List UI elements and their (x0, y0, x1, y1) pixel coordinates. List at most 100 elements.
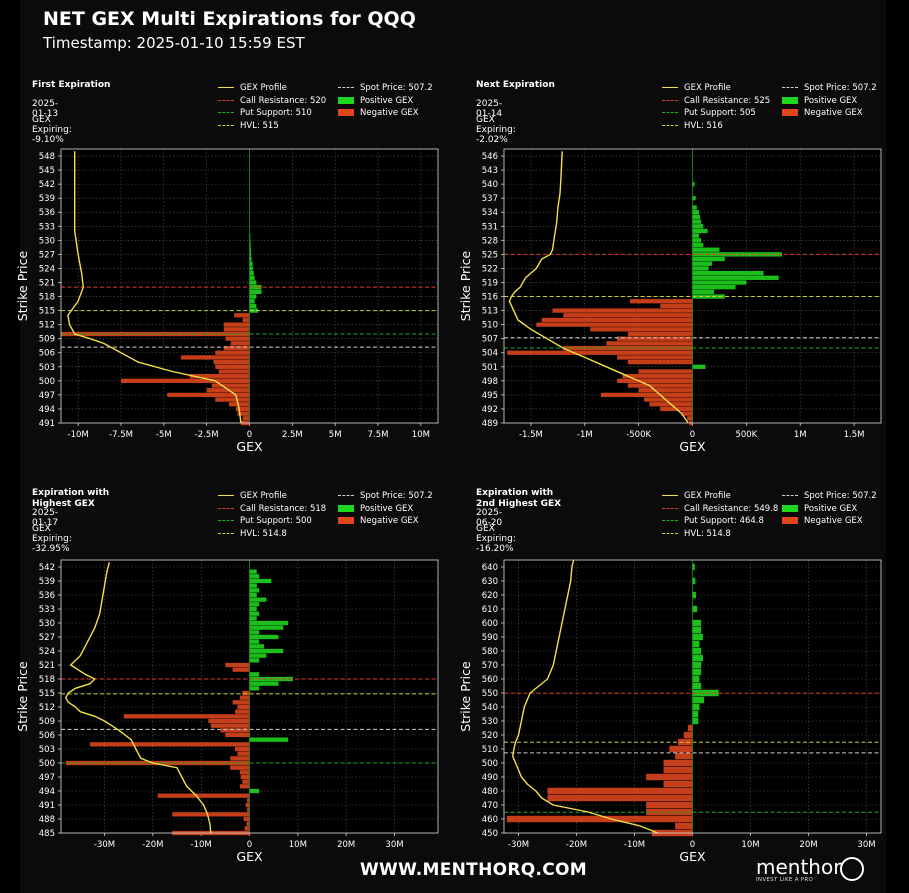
positive-gex-bar (249, 238, 251, 243)
positive-gex-bar (249, 266, 253, 271)
plot-frame (503, 148, 882, 424)
y-tick-label: 506 (39, 349, 55, 359)
negative-gex-bar (167, 392, 250, 398)
positive-gex-bar (249, 737, 289, 742)
x-axis-label: GEX (679, 439, 706, 454)
positive-gex-bar (692, 668, 702, 676)
y-tick-label: 543 (482, 166, 498, 176)
positive-gex-bar (692, 633, 703, 641)
timestamp: Timestamp: 2025-01-10 15:59 EST (43, 34, 305, 52)
website-url[interactable]: WWW.MENTHORQ.COM (360, 860, 588, 880)
positive-gex-bar (692, 696, 705, 704)
positive-gex-bar (249, 616, 257, 621)
legend-swatch (338, 109, 354, 116)
y-tick-label: 485 (39, 829, 55, 839)
y-tick-label: 522 (482, 264, 498, 274)
y-tick-label: 491 (39, 801, 55, 811)
legend-label: Negative GEX (360, 108, 419, 118)
negative-gex-bar (213, 359, 250, 365)
legend-label: GEX Profile (684, 83, 731, 93)
positive-gex-bar (692, 591, 696, 599)
negative-gex-bar (210, 723, 250, 728)
positive-gex-bar (692, 242, 704, 248)
negative-gex-bar (208, 718, 250, 724)
x-tick-label: 0 (690, 430, 695, 440)
negative-gex-bar (617, 355, 693, 360)
negative-gex-bar (223, 345, 250, 351)
legend-swatch (782, 517, 798, 524)
positive-gex-bar (692, 252, 782, 257)
legend-swatch (662, 507, 678, 509)
y-tick-label: 460 (482, 815, 498, 825)
logo-tagline: INVEST LIKE A PRO (756, 877, 814, 883)
negative-gex-bar (242, 779, 250, 784)
gex-chart-svg: 491 494 497 500 503 506 509 512 515 518 521 524 527 5… (15, 148, 439, 454)
expiration-date: 2025-01-13 (32, 99, 59, 119)
positive-gex-bar (692, 289, 715, 295)
positive-gex-bar (692, 219, 702, 224)
positive-gex-bar (249, 583, 257, 588)
legend-label: GEX Profile (684, 491, 731, 501)
legend-label: Negative GEX (804, 108, 863, 118)
gex-expiring: GEX Expiring: -16.20% (476, 524, 516, 554)
legend-label: HVL: 516 (684, 120, 723, 131)
negative-gex-bar (627, 359, 693, 365)
positive-gex-bar (692, 270, 764, 276)
legend-label: Positive GEX (804, 503, 858, 514)
legend-label: Spot Price: 507.2 (360, 83, 433, 93)
positive-gex-bar (249, 280, 257, 285)
negative-gex-bar (90, 742, 250, 747)
y-tick-label: 527 (39, 633, 55, 643)
positive-gex-bar (249, 574, 260, 579)
legend-swatch (662, 124, 678, 126)
negative-gex-bar (617, 378, 693, 384)
negative-gex-bar (247, 798, 250, 803)
positive-gex-bar (249, 261, 253, 266)
y-tick-label: 518 (39, 675, 55, 685)
negative-gex-bar (675, 752, 693, 760)
legend-swatch (218, 507, 234, 509)
positive-gex-bar (692, 640, 700, 648)
y-tick-label: 501 (482, 363, 498, 373)
positive-gex-bar (249, 303, 257, 309)
positive-gex-bar (692, 577, 696, 585)
y-tick-label: 546 (482, 152, 498, 162)
positive-gex-bar (249, 630, 260, 635)
y-tick-label: 524 (39, 264, 55, 274)
y-tick-label: 519 (482, 278, 498, 288)
y-tick-label: 489 (482, 419, 498, 429)
x-tick-label: -30M (508, 840, 529, 850)
negative-gex-bar (225, 662, 250, 668)
negative-gex-bar (687, 416, 693, 421)
positive-gex-bar (692, 210, 699, 215)
x-tick-label: 30M (857, 840, 875, 850)
negative-gex-bar (663, 780, 693, 788)
legend-label: Spot Price: 507.2 (360, 491, 433, 501)
y-tick-label: 536 (39, 591, 55, 601)
negative-gex-bar (617, 336, 693, 341)
positive-gex-bar (692, 661, 702, 669)
negative-gex-bar (230, 341, 250, 346)
negative-gex-bar (232, 667, 250, 672)
positive-gex-bar (249, 569, 257, 574)
legend-swatch (218, 87, 234, 88)
y-tick-label: 506 (39, 731, 55, 741)
y-tick-label: 498 (482, 377, 498, 387)
y-tick-label: 510 (482, 321, 498, 331)
y-tick-label: 524 (39, 647, 55, 657)
negative-gex-bar (663, 759, 693, 767)
y-tick-label: 500 (39, 759, 55, 769)
negative-gex-bar (230, 765, 250, 770)
legend-swatch (782, 504, 798, 512)
y-tick-label: 570 (482, 661, 498, 671)
y-tick-label: 548 (39, 152, 55, 162)
x-tick-label: -10M (624, 840, 645, 850)
y-tick-label: 491 (39, 419, 55, 429)
y-tick-label: 488 (39, 815, 55, 825)
y-tick-label: 530 (482, 717, 498, 727)
y-tick-label: 530 (39, 236, 55, 246)
y-tick-label: 540 (482, 180, 498, 190)
negative-gex-bar (230, 756, 250, 761)
logo-q-icon (840, 857, 864, 881)
positive-gex-bar (249, 597, 267, 602)
